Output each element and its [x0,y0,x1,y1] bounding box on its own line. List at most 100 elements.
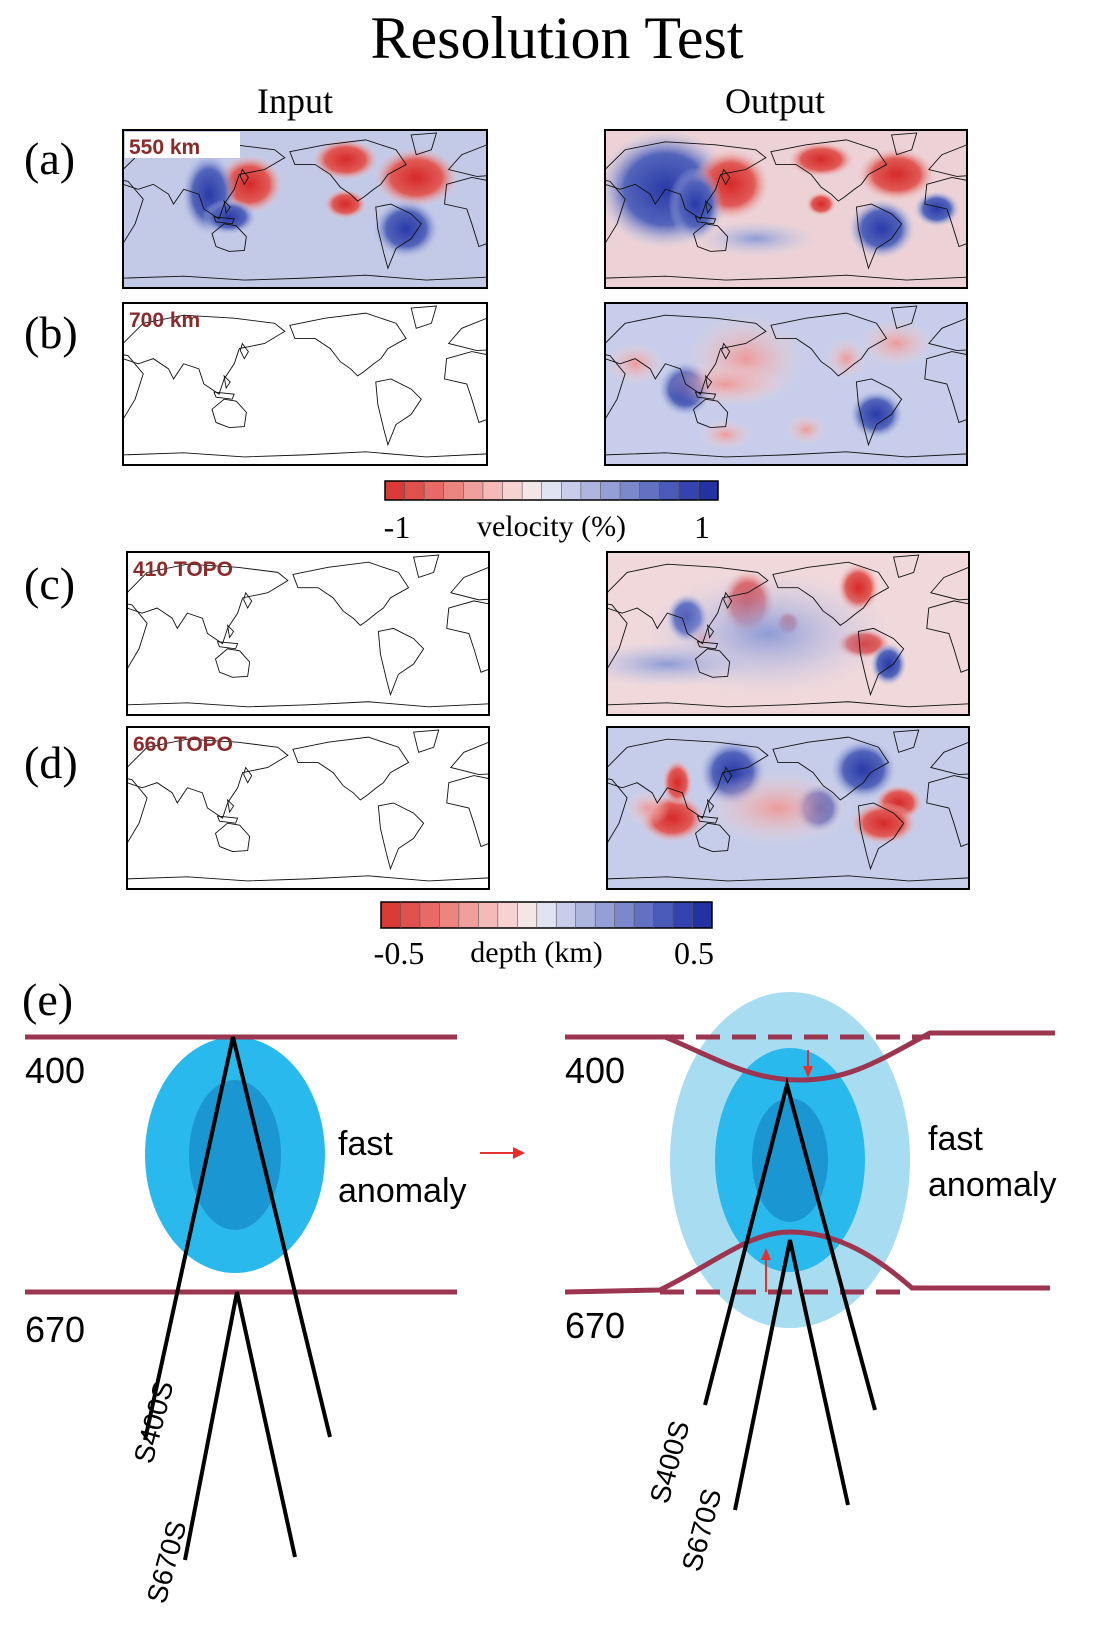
colorbar-cell [659,481,680,500]
anomaly [373,147,459,208]
panel-label: (e) [22,974,73,1025]
sketch: (e) 400 670 fast anomaly S400S S670S 400… [22,974,1057,1607]
map-label: 550 km [129,136,200,159]
panel-label: (d) [24,737,78,788]
ray-label: S670S [141,1517,193,1606]
colorbar-cell [678,481,699,500]
colorbar-frame [380,901,713,929]
anomaly [607,641,758,687]
anomaly [312,138,379,181]
anomaly [668,167,723,242]
map [607,727,969,889]
depth-label: 400 [565,1050,625,1091]
colorbar-cell [634,902,655,928]
depth-label: 670 [565,1305,625,1346]
map-frame [126,551,490,716]
colorbar-tick-label: -1 [384,509,411,545]
colorbar-cell [439,902,460,928]
anomaly [324,189,367,219]
panel-label: (b) [24,307,78,358]
depth-label: 400 [25,1050,85,1091]
map [607,552,969,715]
colorbar-frame [384,480,719,501]
colorbar-cell [698,481,719,500]
colorbar-cell [580,481,601,500]
colorbar-cell [639,481,660,500]
anomaly [624,789,670,827]
colorbar-tick-label: 0.5 [674,935,714,971]
map-frame [604,129,968,289]
anomaly [372,199,440,259]
colorbar-cell [404,481,425,500]
annotation: anomaly [338,1172,467,1210]
map-label: 700 km [129,309,200,332]
anomaly [848,199,915,259]
anomaly [662,759,693,806]
anomaly [806,192,837,216]
colorbar-cell [595,902,616,928]
anomaly [858,319,935,368]
colorbar-cell [463,481,484,500]
anomaly [850,801,917,845]
colorbar-cell [482,481,504,500]
colorbar-cell [522,481,543,500]
colorbar-cell [541,481,562,500]
colorbar-cell [419,902,440,928]
anomaly [605,342,666,386]
colorbar-cell [614,902,635,928]
map [605,303,967,465]
arrow-head [803,1066,813,1078]
map-frame [122,129,488,289]
arrow-head [761,1248,771,1260]
discontinuity [565,1030,1055,1083]
map-label: 410 TOPO [133,558,233,581]
map-background [127,552,489,715]
panel-label: (c) [24,558,75,609]
anomaly [830,739,897,800]
map-frame [606,726,970,890]
anomaly [788,141,855,178]
colorbar-cell [400,902,421,928]
colorbar-cell [561,481,582,500]
ray [183,1291,297,1561]
anomaly [784,414,828,445]
map-frame [122,302,488,466]
anomaly-inner [752,1098,828,1222]
colorbar-cell [673,902,694,928]
ray [733,1239,850,1511]
title: Resolution Test [370,5,743,71]
annotation: anomaly [928,1166,1057,1204]
map-background [123,303,487,465]
map [605,130,967,288]
anomaly [201,199,257,235]
colorbar-cell [443,481,464,500]
map-label: 660 TOPO [133,733,233,756]
column-header: Input [257,81,333,121]
colorbar-cell [385,481,406,500]
colorbar-title: velocity (%) [477,510,626,543]
arrow-head [513,1147,525,1159]
colorbar-title: depth (km) [470,936,602,969]
ray-label: S670S [676,1485,728,1574]
colorbar-cell [458,902,479,928]
map-frame [126,726,490,890]
map [127,727,489,889]
map-frame [604,302,968,466]
colorbar-tick-label: -0.5 [374,935,425,971]
colorbar-cell [381,902,401,928]
colorbars: -1 1 velocity (%) -0.5 0.5 depth (km) [374,480,719,971]
column-header: Output [725,81,825,121]
ray-label: S400S [128,1377,180,1466]
map [123,303,487,465]
colorbar-cell [536,902,557,928]
annotation: fast [338,1125,393,1163]
maps: (a) 550 km (b) 700 km (c) 410 TOPO (d) 660 TOPO [24,129,970,890]
annotation: fast [928,1120,983,1158]
anomaly-inner [189,1080,281,1230]
ray-label: S400S [644,1417,696,1506]
colorbar-cell [517,902,538,928]
map-background [127,727,489,889]
colorbar-cell [497,902,518,928]
ray [143,1036,332,1441]
